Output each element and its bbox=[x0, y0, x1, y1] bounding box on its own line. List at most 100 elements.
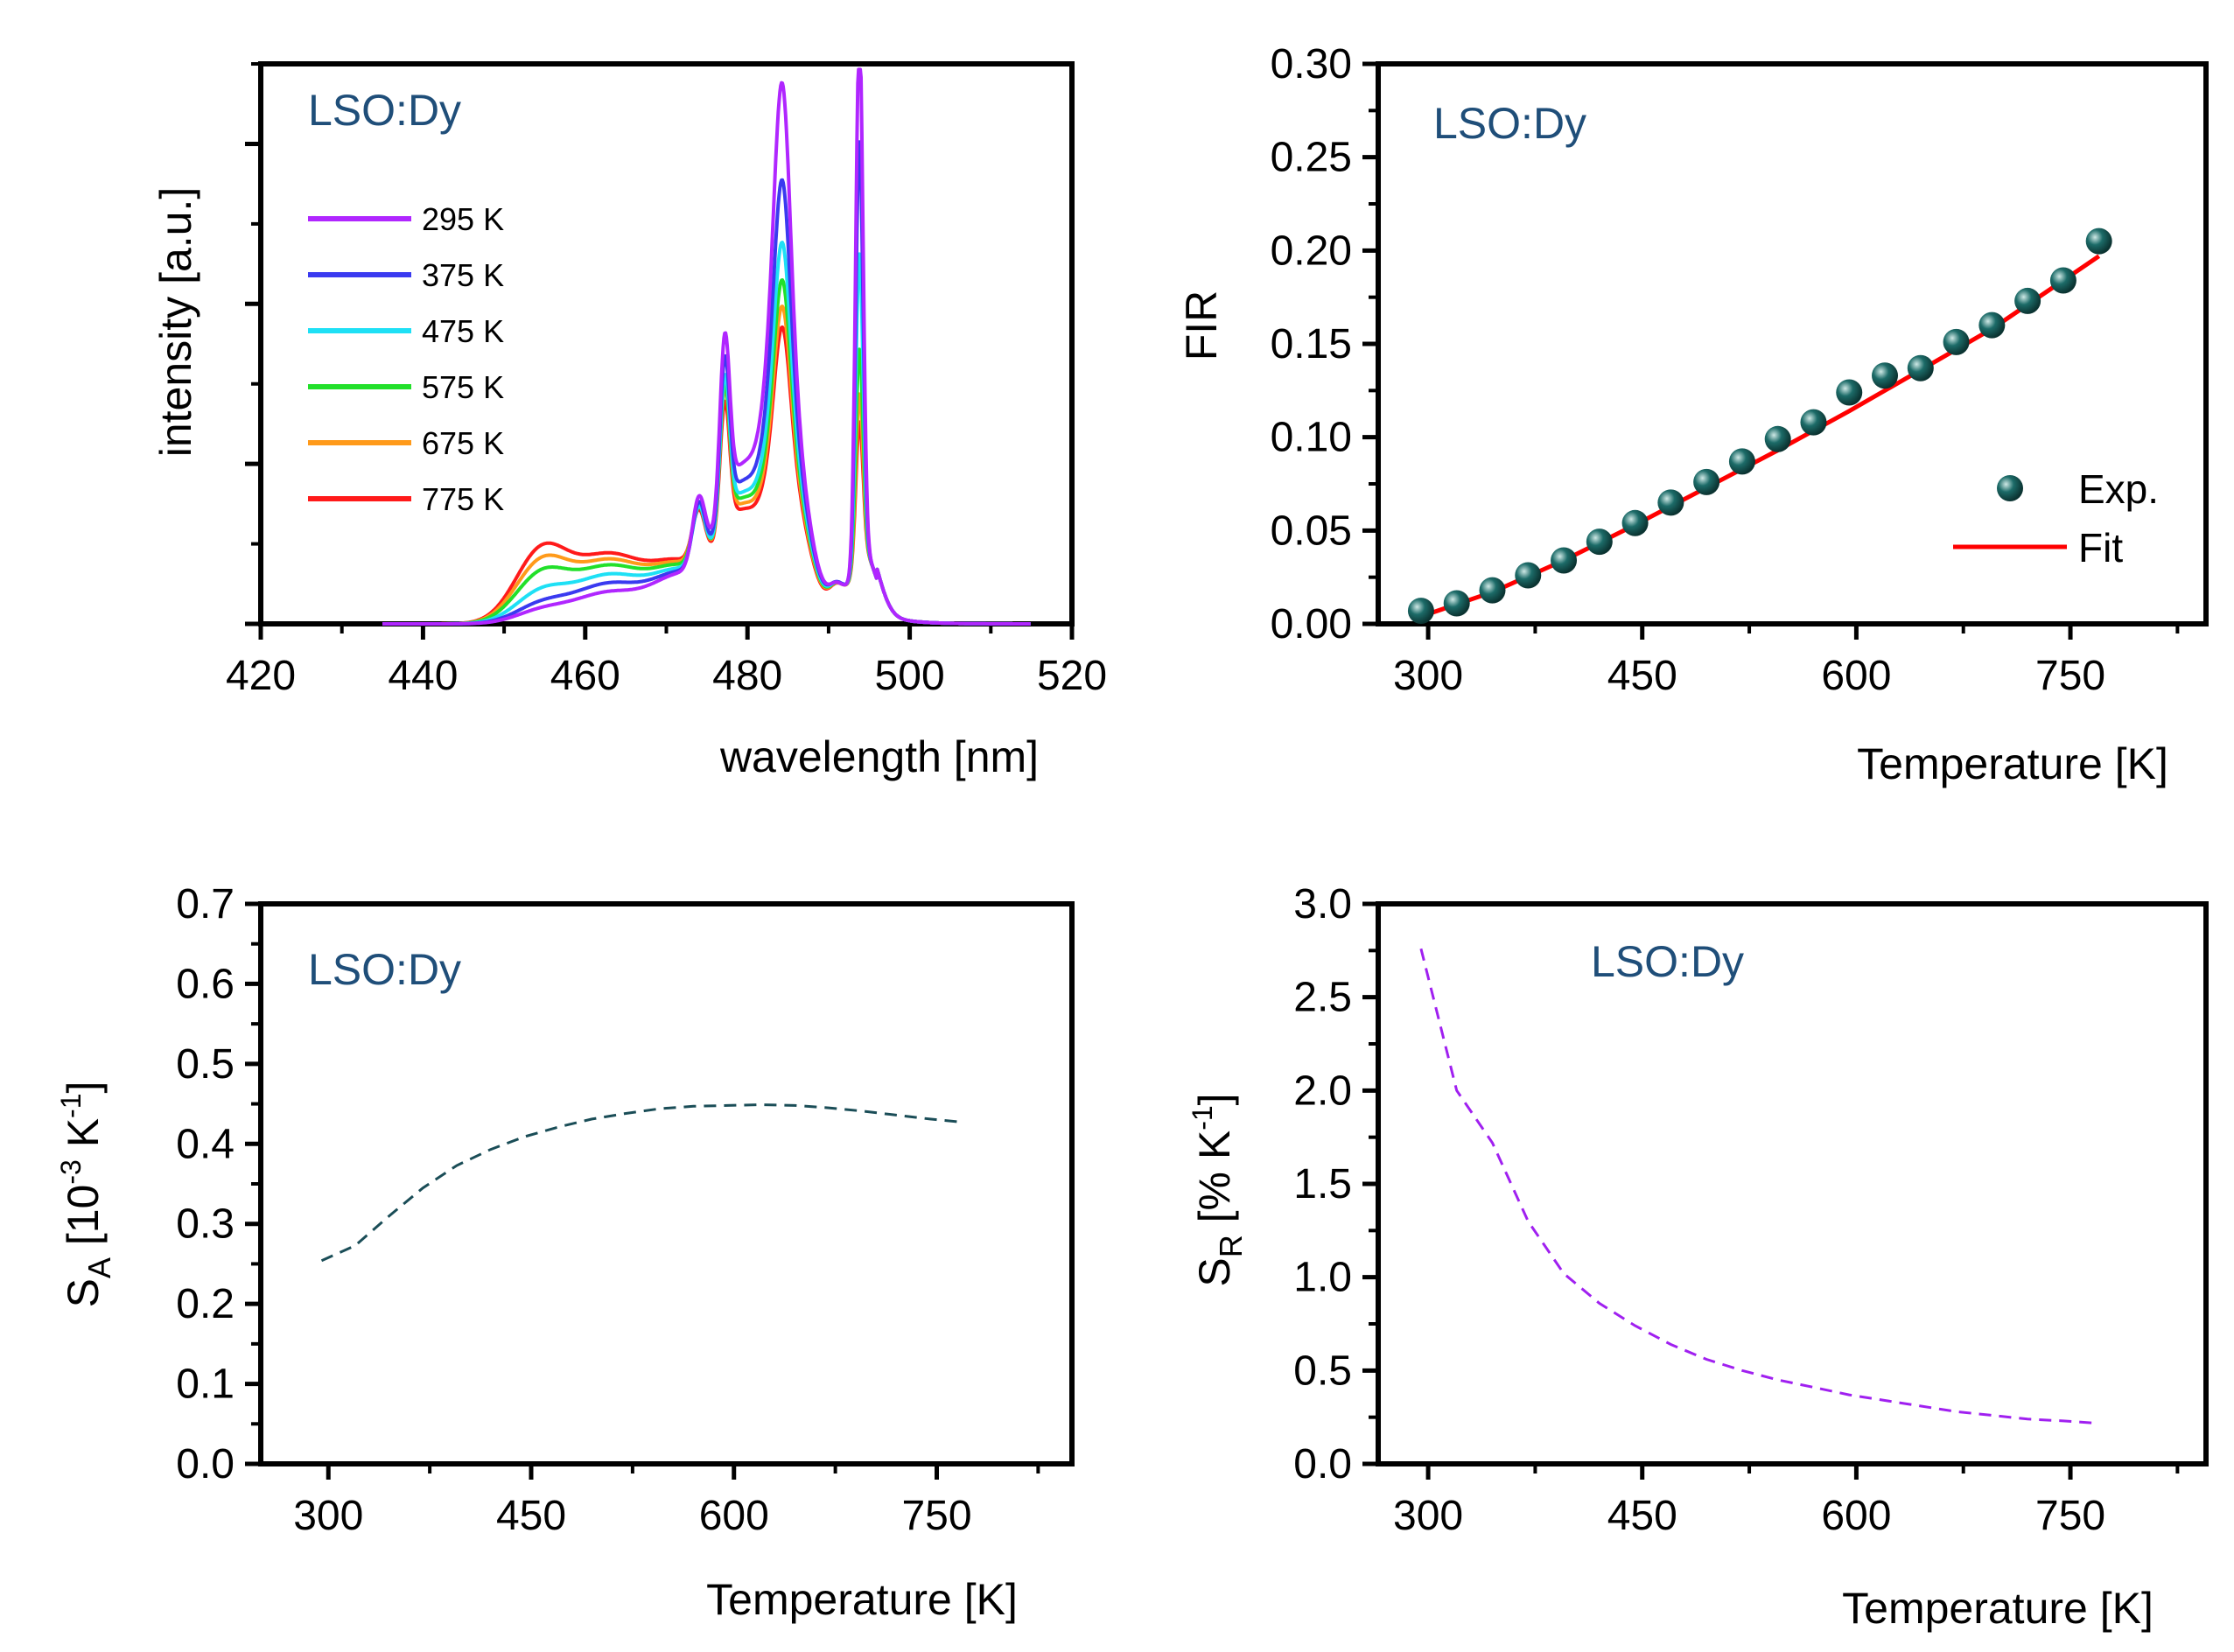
x-tick-label: 440 bbox=[388, 653, 458, 699]
fir-data-point bbox=[2014, 287, 2041, 314]
fir-data-point bbox=[1728, 448, 1755, 475]
y-tick-label: 0.15 bbox=[1271, 321, 1352, 368]
y-tick-label: 0.0 bbox=[1293, 1441, 1352, 1488]
fir-data-point bbox=[1978, 312, 2006, 339]
fir-data-point bbox=[1586, 528, 1613, 556]
fir-data-point bbox=[1907, 354, 1934, 382]
x-tick-label: 500 bbox=[875, 653, 945, 699]
fir-y-axis-title: FIR bbox=[1177, 290, 1226, 361]
fir-data-point bbox=[1621, 509, 1649, 536]
y-tick-label: 0.2 bbox=[176, 1281, 235, 1327]
fir-data-point bbox=[2085, 228, 2112, 255]
fir-data-point bbox=[1515, 562, 1542, 589]
fir-data-point bbox=[2049, 267, 2076, 294]
fir-data-point bbox=[1551, 547, 1578, 574]
fir-curves bbox=[1407, 228, 2112, 625]
sa-y-axis-title: SA [10-3 K-1] bbox=[55, 1082, 117, 1308]
x-tick-label: 420 bbox=[226, 653, 296, 699]
legend-label: 675 K bbox=[422, 425, 504, 461]
legend-exp-marker bbox=[1997, 475, 2023, 501]
x-tick-label: 460 bbox=[550, 653, 620, 699]
spectra-panel: 420 440 460 480 500 520 LSO:Dy 295 K 375 K 475 … bbox=[151, 61, 1107, 781]
fir-fit-line bbox=[1420, 254, 2101, 619]
fir-data-point bbox=[1693, 468, 1720, 495]
sr-curve bbox=[1419, 948, 2092, 1424]
spectra-axes: 420 440 460 480 500 520 bbox=[226, 62, 1107, 699]
fir-axes: 300 450 600 750 0.00 0.05 0.10 0.15 0.20 0.25 0.30 bbox=[1271, 41, 2180, 699]
fir-data-point bbox=[1764, 425, 1791, 452]
y-tick-label: 0.6 bbox=[176, 961, 235, 1007]
fir-data-point bbox=[1407, 598, 1434, 625]
spectra-annotation: LSO:Dy bbox=[308, 86, 461, 135]
fir-data-point bbox=[1836, 379, 1863, 406]
legend-label: 775 K bbox=[422, 481, 504, 517]
x-tick-label: 750 bbox=[2035, 1493, 2105, 1539]
y-tick-label: 0.7 bbox=[176, 881, 235, 928]
y-tick-label: 0.1 bbox=[176, 1362, 235, 1408]
sa-axes: 300 450 600 750 0.0 0.1 0.2 0.3 0.4 0.5 0.6 0.7 bbox=[176, 881, 1040, 1539]
sa-curve bbox=[320, 1102, 964, 1263]
svg-text:SR [% K-1]: SR [% K-1] bbox=[1187, 1093, 1249, 1286]
x-tick-label: 450 bbox=[1607, 1493, 1677, 1539]
y-tick-label: 0.25 bbox=[1271, 135, 1352, 181]
sr-annotation: LSO:Dy bbox=[1591, 937, 1744, 986]
x-tick-label: 480 bbox=[712, 653, 782, 699]
spectra-x-axis-title: wavelength [nm] bbox=[719, 732, 1039, 781]
x-tick-label: 520 bbox=[1037, 653, 1107, 699]
y-tick-label: 0.5 bbox=[1293, 1348, 1352, 1394]
sa-curves bbox=[320, 1102, 964, 1263]
fir-legend: Exp. Fit bbox=[1953, 466, 2159, 570]
fir-data-point bbox=[1872, 362, 1899, 389]
spectra-curves bbox=[382, 67, 1032, 626]
y-tick-label: 1.0 bbox=[1293, 1255, 1352, 1301]
y-tick-label: 3.0 bbox=[1293, 881, 1352, 928]
sa-annotation: LSO:Dy bbox=[308, 945, 461, 994]
legend-label: 295 K bbox=[422, 201, 504, 237]
fir-x-axis-title: Temperature [K] bbox=[1857, 739, 2168, 788]
fir-data-point bbox=[1479, 577, 1506, 604]
sr-curves bbox=[1419, 948, 2092, 1424]
spectra-legend: 295 K 375 K 475 K 575 K 675 K 775 K bbox=[308, 201, 504, 517]
sr-y-axis-title: SR [% K-1] bbox=[1187, 1093, 1249, 1286]
y-tick-label: 0.00 bbox=[1271, 601, 1352, 648]
x-tick-label: 750 bbox=[2035, 653, 2105, 699]
fir-data-point bbox=[1800, 409, 1827, 436]
spectrum-675-K bbox=[382, 304, 1032, 626]
spectrum-295-K bbox=[382, 67, 1032, 626]
x-tick-label: 300 bbox=[293, 1493, 363, 1539]
legend-label: 375 K bbox=[422, 257, 504, 293]
x-tick-label: 450 bbox=[1607, 653, 1677, 699]
y-tick-label: 0.10 bbox=[1271, 415, 1352, 461]
fir-annotation: LSO:Dy bbox=[1433, 99, 1586, 148]
sr-plot-frame bbox=[1376, 901, 2209, 1466]
spectra-plot-frame bbox=[258, 61, 1075, 626]
legend-label: 575 K bbox=[422, 369, 504, 405]
spectra-y-axis-title: intensity [a.u.] bbox=[151, 187, 200, 458]
x-tick-label: 450 bbox=[496, 1493, 566, 1539]
legend-exp-label: Exp. bbox=[2078, 466, 2159, 512]
legend-label: 475 K bbox=[422, 313, 504, 349]
y-tick-label: 0.0 bbox=[176, 1441, 235, 1488]
x-tick-label: 600 bbox=[699, 1493, 769, 1539]
fir-data-point bbox=[1943, 328, 1970, 355]
y-tick-label: 0.30 bbox=[1271, 41, 1352, 88]
fir-data-point bbox=[1657, 489, 1684, 516]
x-tick-label: 300 bbox=[1393, 653, 1463, 699]
x-tick-label: 600 bbox=[1821, 653, 1891, 699]
y-tick-label: 0.4 bbox=[176, 1121, 235, 1167]
y-tick-label: 2.0 bbox=[1293, 1068, 1352, 1114]
y-tick-label: 0.5 bbox=[176, 1041, 235, 1088]
fir-data-point bbox=[1443, 590, 1470, 617]
sr-axes: 300 450 600 750 0.0 0.5 1.0 1.5 2.0 2.5 3.0 bbox=[1293, 881, 2180, 1539]
y-tick-label: 0.05 bbox=[1271, 508, 1352, 554]
sr-panel: 300 450 600 750 0.0 0.5 1.0 1.5 2.0 2.5 3.0 LSO:Dy… bbox=[1187, 881, 2209, 1633]
legend-fit-label: Fit bbox=[2078, 525, 2123, 570]
sr-x-axis-title: Temperature [K] bbox=[1842, 1584, 2153, 1633]
svg-text:SA [10-3 K-1]: SA [10-3 K-1] bbox=[55, 1082, 117, 1308]
x-tick-label: 750 bbox=[901, 1493, 971, 1539]
y-tick-label: 0.3 bbox=[176, 1201, 235, 1248]
sa-x-axis-title: Temperature [K] bbox=[706, 1575, 1018, 1624]
x-tick-label: 300 bbox=[1393, 1493, 1463, 1539]
y-tick-label: 0.20 bbox=[1271, 228, 1352, 274]
